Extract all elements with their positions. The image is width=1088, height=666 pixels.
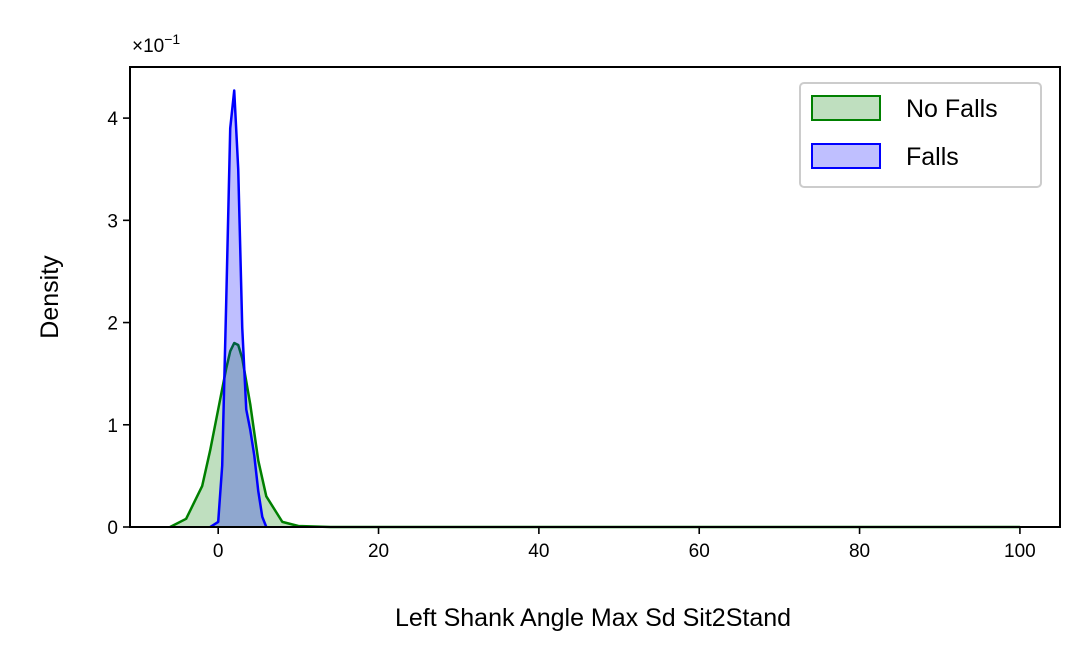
x-axis-label: Left Shank Angle Max Sd Sit2Stand [395,604,791,632]
x-axis: 0 20 40 60 80 100 [213,527,1036,562]
series-line-no-falls [169,341,1020,529]
x-tick-label: 100 [1004,541,1036,562]
legend-box [799,82,1042,188]
y-axis: 0 1 2 3 4 [107,109,130,539]
y-tick-label: 1 [107,416,118,437]
y-tick-label: 2 [107,314,118,335]
x-tick-label: 40 [528,541,549,562]
plot-frame [129,66,1061,528]
legend-label-no-falls: No Falls [906,95,998,123]
x-tick-label: 60 [689,541,710,562]
y-tick-label: 0 [107,518,118,539]
y-tick-label: 3 [107,211,118,232]
legend-label-falls: Falls [906,143,959,171]
y-tick-label: 4 [107,109,118,130]
legend-swatch-falls [811,143,881,169]
series-area-no-falls [170,343,1020,527]
legend-swatch-no-falls [811,95,881,121]
y-axis-label: Density [36,255,64,339]
y-axis-multiplier: ×10−1 [132,31,180,57]
x-tick-label: 80 [849,541,870,562]
x-tick-label: 0 [213,541,224,562]
series-line-falls [209,89,268,529]
legend: No Falls Falls [799,82,1042,188]
x-tick-label: 20 [368,541,389,562]
